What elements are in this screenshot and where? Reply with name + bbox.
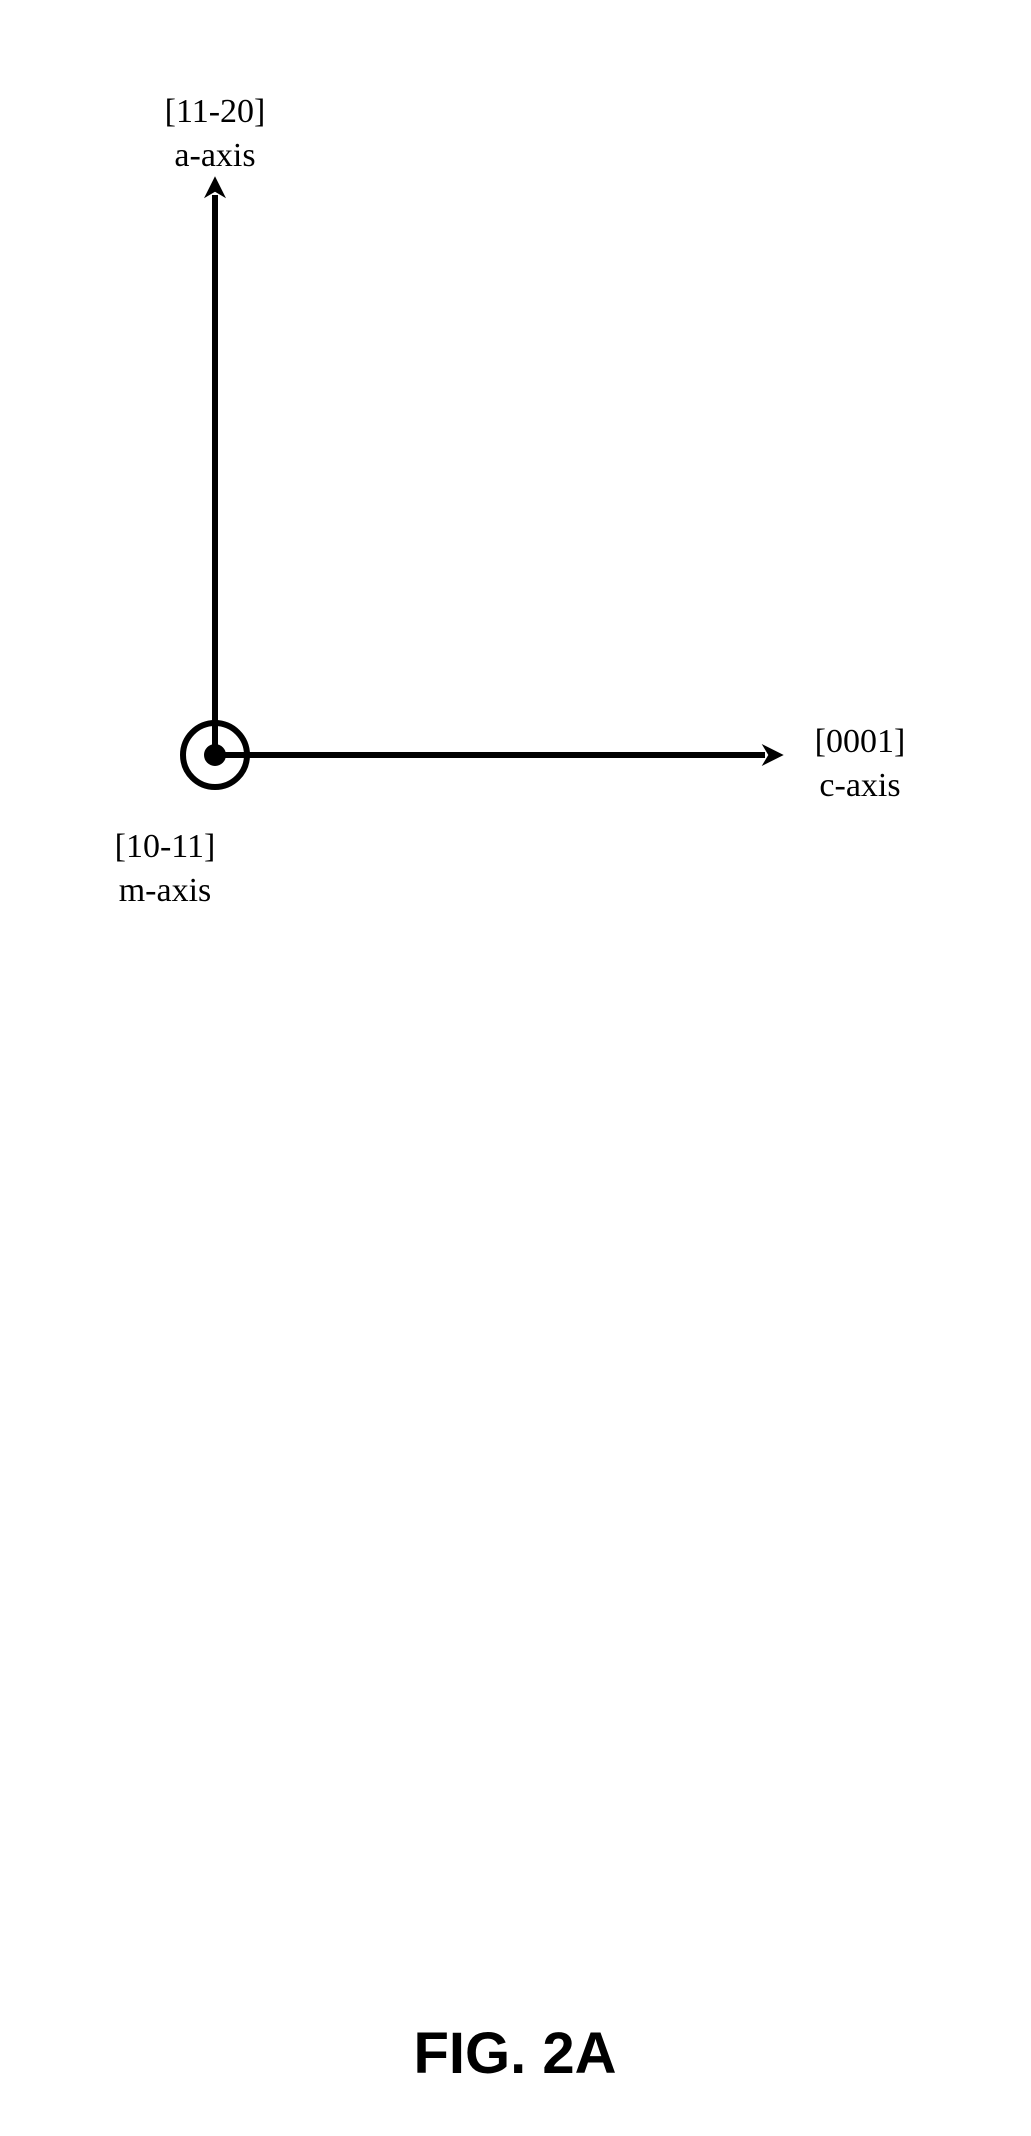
m-axis-miller-index: [10-11]	[115, 828, 216, 865]
c-axis-label: [0001] c-axis	[790, 720, 930, 808]
c-axis-name: c-axis	[819, 767, 900, 804]
figure-caption: FIG. 2A	[365, 2020, 665, 2087]
m-axis-label: [10-11] m-axis	[85, 825, 245, 913]
a-axis-name: a-axis	[174, 137, 255, 174]
a-axis-label: [11-20] a-axis	[135, 90, 295, 178]
m-axis-name: m-axis	[119, 872, 212, 909]
a-axis-miller-index: [11-20]	[165, 93, 266, 130]
m-axis-out-of-plane-dot	[204, 744, 226, 766]
c-axis-miller-index: [0001]	[815, 723, 906, 760]
figure-caption-text: FIG. 2A	[413, 2021, 616, 2086]
axes-svg	[0, 0, 1031, 2136]
axis-diagram: [11-20] a-axis [0001] c-axis [10-11] m-a…	[0, 0, 1031, 2136]
